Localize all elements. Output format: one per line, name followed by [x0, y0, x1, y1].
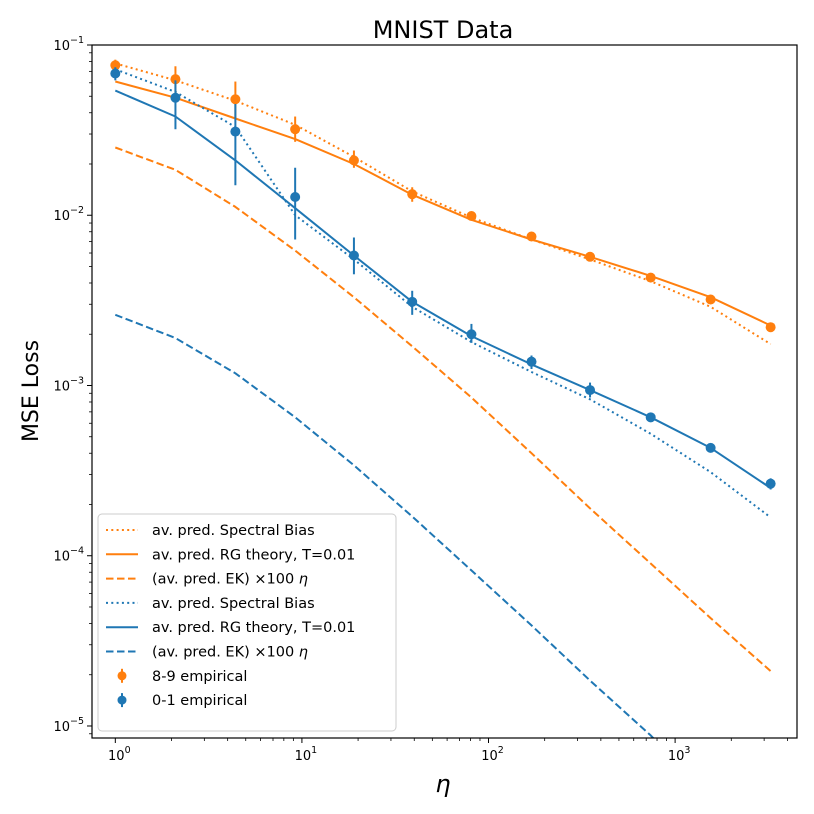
data-point [348, 155, 359, 166]
y-tick-label: 10−2 [53, 205, 84, 224]
data-point [290, 124, 301, 135]
y-tick-label: 10−3 [53, 375, 84, 394]
plot-frame [91, 44, 798, 739]
data-point [526, 231, 537, 242]
data-point [290, 191, 301, 202]
data-point [230, 94, 241, 105]
data-point [765, 478, 776, 489]
legend-label: av. pred. RG theory, T=0.01 [152, 547, 355, 563]
data-point [645, 272, 656, 283]
y-tick-label: 10−5 [53, 716, 84, 735]
data-point [466, 329, 477, 340]
data-point [705, 442, 716, 453]
data-point [585, 251, 596, 262]
x-tick-label: 103 [668, 745, 691, 764]
legend-label: (av. pred. EK) ×100 η [152, 572, 308, 588]
x-tick-label: 102 [481, 745, 504, 764]
legend-label: (av. pred. EK) ×100 η [152, 645, 308, 661]
legend-marker-swatch [117, 671, 127, 681]
legend-label: av. pred. Spectral Bias [152, 596, 315, 612]
y-tick-label: 10−4 [53, 546, 84, 565]
series-line-2 [115, 80, 772, 327]
legend-label: av. pred. RG theory, T=0.01 [152, 620, 355, 636]
series-line-5 [114, 89, 772, 489]
data-point [765, 322, 776, 333]
legend-label: av. pred. Spectral Bias [152, 523, 315, 539]
data-point [466, 210, 477, 221]
legend-label: 0-1 empirical [152, 693, 247, 709]
data-point [645, 412, 656, 423]
legend-label: 8-9 empirical [152, 669, 247, 685]
data-point [407, 296, 418, 307]
x-tick-label: 101 [295, 745, 318, 764]
data-point [170, 92, 181, 103]
x-tick-label: 100 [108, 745, 131, 764]
data-point [526, 356, 537, 367]
axis-ticks: 100 101 102 103 10−5 10−4 10−3 10−2 10−1 [53, 35, 788, 764]
series-line-4 [114, 68, 772, 519]
y-tick-label: 10−1 [53, 35, 84, 54]
data-point [230, 126, 241, 137]
x-axis-label: η [435, 770, 450, 798]
data-point [110, 60, 121, 71]
legend-marker-swatch [117, 695, 127, 705]
series-line-3 [114, 146, 772, 672]
series-line-1 [115, 62, 772, 345]
data-point [170, 74, 181, 85]
data-point [407, 189, 418, 200]
data-point [585, 385, 596, 396]
legend-box [97, 513, 397, 732]
legend: av. pred. Spectral Bias av. pred. RG theo… [97, 513, 397, 732]
data-point [110, 68, 121, 79]
data-point [705, 294, 716, 305]
data-point [348, 250, 359, 261]
plot-area [110, 59, 776, 738]
series-line-6 [114, 313, 655, 738]
chart-title: MNIST Data [373, 16, 514, 44]
y-axis-label: MSE Loss [19, 340, 44, 442]
